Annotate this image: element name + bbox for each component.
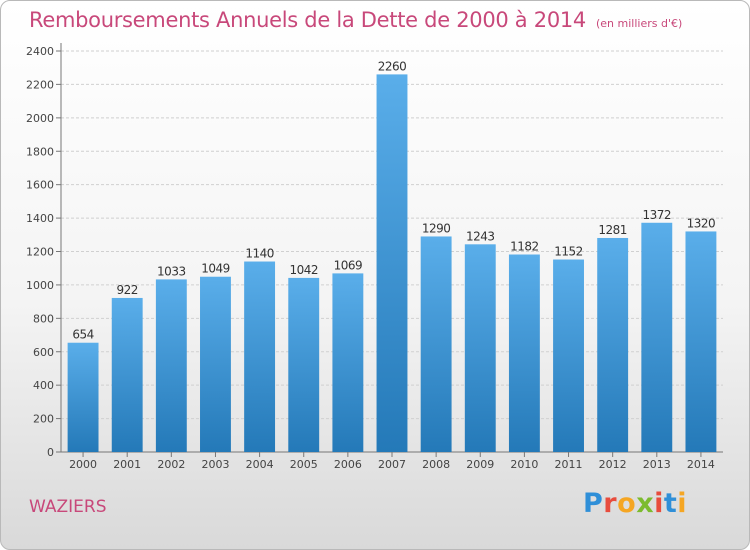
chart-title: Remboursements Annuels de la Dette de 20… [29, 8, 682, 32]
y-tick-label: 2400 [26, 45, 54, 58]
x-tick-label: 2010 [510, 458, 538, 471]
bar-2014 [685, 231, 717, 452]
bars-layer [67, 74, 717, 453]
logo-letter: i [677, 488, 688, 519]
x-tick-label: 2011 [555, 458, 583, 471]
logo-letter: r [603, 488, 618, 519]
chart-subtitle: (en milliers d'€) [596, 17, 683, 30]
bar-2011 [553, 259, 584, 452]
value-label: 1281 [598, 223, 627, 237]
axis-layer: 0 200 400 600 800 1000 1200 1400 1600 1800 2000 220… [26, 43, 723, 459]
chart-title-text: Remboursements Annuels de la Dette de 20… [29, 8, 586, 32]
x-tick-label: 2003 [201, 458, 229, 471]
y-tick-label: 1600 [26, 179, 54, 192]
y-tick-label: 2200 [26, 78, 54, 91]
bar-2004 [244, 261, 276, 452]
y-tick-label: 600 [33, 346, 54, 359]
x-tick-label: 2000 [69, 458, 97, 471]
x-tick-label: 2002 [157, 458, 185, 471]
bar-2006 [332, 273, 364, 452]
x-tick-label: 2004 [246, 458, 274, 471]
y-tick-label: 200 [33, 413, 54, 426]
bar-2009 [464, 244, 496, 452]
value-label: 1182 [510, 240, 539, 254]
x-tick-label: 2008 [422, 458, 450, 471]
bar-2005 [288, 277, 320, 452]
logo-letter: t [663, 488, 678, 519]
logo-letter: P [583, 488, 604, 519]
x-tick-label: 2013 [643, 458, 671, 471]
x-tick-label: 2009 [466, 458, 494, 471]
value-label: 1049 [201, 262, 230, 276]
value-label: 1042 [289, 263, 318, 277]
value-label: 1069 [334, 258, 363, 272]
bar-2010 [508, 254, 540, 452]
y-tick-label: 1400 [26, 212, 54, 225]
x-tick-label: 2007 [378, 458, 406, 471]
x-tick-label: 2005 [290, 458, 318, 471]
x-tick-label: 2014 [687, 458, 715, 471]
value-label: 1033 [157, 264, 186, 278]
bar-2008 [420, 236, 452, 452]
y-tick-label: 2000 [26, 112, 54, 125]
bar-2012 [597, 237, 629, 452]
bar-2013 [641, 222, 673, 452]
x-tick-label: 2001 [113, 458, 141, 471]
x-tick-label: 2012 [599, 458, 627, 471]
logo-letter: o [617, 488, 637, 519]
value-label: 1290 [422, 221, 451, 235]
y-tick-label: 400 [33, 379, 54, 392]
value-label: 1152 [554, 245, 583, 259]
value-label: 1243 [466, 229, 495, 243]
value-label: 2260 [378, 59, 407, 73]
value-label: 654 [72, 328, 93, 342]
city-name: WAZIERS [29, 497, 107, 517]
bar-2000 [67, 342, 99, 452]
logo-letter: x [636, 488, 655, 519]
bar-2003 [200, 276, 231, 452]
value-label: 922 [116, 283, 137, 297]
y-tick-label: 1800 [26, 145, 54, 158]
y-tick-label: 1200 [26, 246, 54, 259]
y-tick-label: 0 [47, 446, 54, 459]
bar-2007 [376, 74, 408, 453]
x-tick-label: 2006 [334, 458, 362, 471]
y-tick-label: 1000 [26, 279, 54, 292]
proxiti-logo: Proxiti [583, 488, 687, 519]
value-label: 1140 [245, 247, 274, 261]
labels-layer: 654 2000 922 2001 1033 2002 1049 2003 1140 2004 10… [69, 59, 716, 471]
value-label: 1320 [687, 216, 716, 230]
bar-2002 [155, 279, 187, 452]
value-label: 1372 [643, 208, 672, 222]
y-tick-label: 800 [33, 312, 54, 325]
logo-letter: i [654, 488, 664, 519]
bar-2001 [111, 297, 143, 452]
